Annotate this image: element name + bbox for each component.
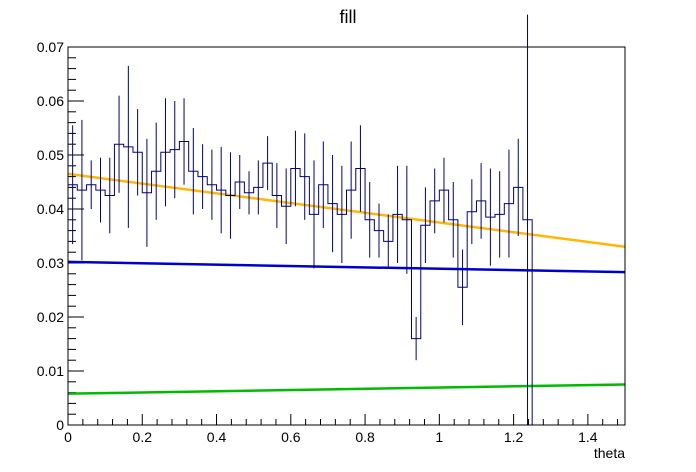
x-axis-label: theta <box>594 445 625 461</box>
y-tick-label: 0.02 <box>37 309 64 325</box>
plot-frame <box>67 46 626 426</box>
y-axis: 0 0.01 0.02 0.03 0.04 0.05 0.06 0.07 <box>37 39 84 433</box>
x-tick-label: 1.2 <box>504 429 524 445</box>
histogram <box>67 14 533 425</box>
y-tick-label: 0.06 <box>37 93 64 109</box>
x-tick-label: 0.8 <box>355 429 375 445</box>
y-tick-label: 0.03 <box>37 255 64 271</box>
histogram-outline <box>67 141 533 425</box>
x-tick-label: 0.2 <box>133 429 153 445</box>
y-tick-label: 0.07 <box>37 39 64 55</box>
y-tick-label: 0.04 <box>37 201 64 217</box>
x-tick-label: 0.4 <box>207 429 227 445</box>
x-axis: 0 0.2 0.4 0.6 0.8 1 1.2 1.4 <box>64 414 619 445</box>
y-tick-label: 0.05 <box>37 147 64 163</box>
x-tick-label: 1 <box>435 429 443 445</box>
x-tick-label: 0.6 <box>281 429 301 445</box>
chart-title: fill <box>340 7 357 27</box>
y-tick-label: 0 <box>56 417 64 433</box>
x-tick-label: 0 <box>64 429 72 445</box>
y-tick-label: 0.01 <box>37 363 64 379</box>
x-tick-label: 1.4 <box>578 429 598 445</box>
